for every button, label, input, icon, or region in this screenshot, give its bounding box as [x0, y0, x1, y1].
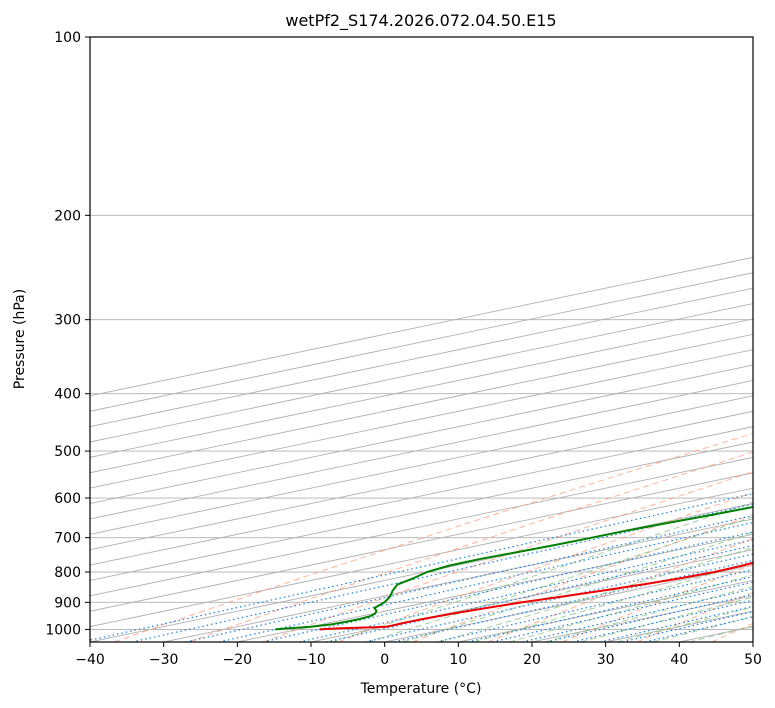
x-axis-label: Temperature (°C) [360, 681, 482, 697]
dry-adiabat-line-0 [113, 432, 753, 642]
y-axis-ticks: 1000 900 800 700 600 500 400 300 200 100 [45, 30, 90, 638]
moist-adiabat-line-1 [367, 516, 753, 642]
y-tick-label-5: 500 [54, 444, 81, 460]
isotherm-line-10 [90, 410, 753, 551]
mixing-ratio-line-8 [394, 559, 753, 642]
isotherms [90, 256, 753, 642]
y-tick-label-8: 200 [54, 208, 81, 224]
isotherm-line-17 [163, 518, 753, 642]
plot-frame [89, 36, 754, 643]
plot-area: 0.10.20.40.611.52346810131620253036-100-… [90, 37, 753, 642]
y-tick-label-0: 1000 [45, 622, 81, 638]
y-tick-label-4: 600 [54, 491, 81, 507]
pressure-gridlines [90, 37, 753, 630]
y-tick-label-9: 100 [54, 30, 81, 46]
x-axis-ticks: −40 −30 −20 −10 0 10 20 30 40 50 [75, 642, 762, 668]
y-tick-label-3: 700 [54, 531, 81, 547]
dry-adiabat-line-5 [487, 538, 753, 642]
mixing-ratio-line-0 [90, 492, 753, 641]
isotherm-line-13 [90, 456, 753, 597]
isotherm-line-4 [90, 318, 753, 458]
temperature-profile-line [319, 561, 753, 631]
isotherm-line-18 [237, 533, 753, 642]
mixing-ratio-line-11 [492, 581, 753, 642]
mixing-ratio-line-15 [599, 605, 753, 642]
x-tick-label-1: −30 [149, 652, 179, 668]
mixing-ratio-line-4 [262, 531, 753, 642]
mixing-ratio-line-13 [546, 593, 753, 642]
isotherm-line-5 [90, 333, 753, 474]
isotherm-line-2 [90, 287, 753, 428]
moist-adiabat-line-4 [473, 561, 753, 642]
dry-adiabat-line-2 [263, 471, 753, 642]
dry-adiabats [113, 432, 753, 642]
x-tick-label-3: −10 [296, 652, 326, 668]
isotherm-line-11 [90, 426, 753, 566]
isotherm-line-14 [90, 472, 753, 612]
x-tick-label-6: 20 [523, 652, 541, 668]
y-axis-label: Pressure (hPa) [12, 289, 28, 389]
x-tick-label-5: 10 [449, 652, 467, 668]
isotherm-line-15 [90, 487, 753, 628]
isotherm-line-1 [90, 272, 753, 412]
y-tick-label-7: 300 [54, 313, 81, 329]
mixing-ratio-lines [90, 492, 753, 642]
mixing-ratio-line-1 [131, 503, 753, 642]
y-tick-label-6: 400 [54, 387, 81, 403]
x-tick-label-0: −40 [75, 652, 105, 668]
dewpoint-profile-line [275, 505, 753, 631]
y-tick-label-1: 900 [54, 595, 81, 611]
y-tick-label-2: 800 [54, 565, 81, 581]
isotherm-line-3 [90, 303, 753, 443]
x-tick-label-8: 40 [670, 652, 688, 668]
x-tick-label-2: −20 [223, 652, 253, 668]
dry-adiabat-line-1 [188, 451, 753, 642]
sounding-profiles [275, 505, 753, 631]
x-tick-label-7: 30 [597, 652, 615, 668]
x-tick-label-4: 0 [380, 652, 389, 668]
mixing-ratio-line-14 [572, 599, 753, 642]
chart-title: wetPf2_S174.2026.072.04.50.E15 [285, 11, 556, 31]
x-tick-label-9: 50 [744, 652, 762, 668]
isotherm-line-0 [90, 256, 753, 397]
isotherm-line-12 [90, 441, 753, 581]
mixing-ratio-line-12 [521, 588, 753, 642]
